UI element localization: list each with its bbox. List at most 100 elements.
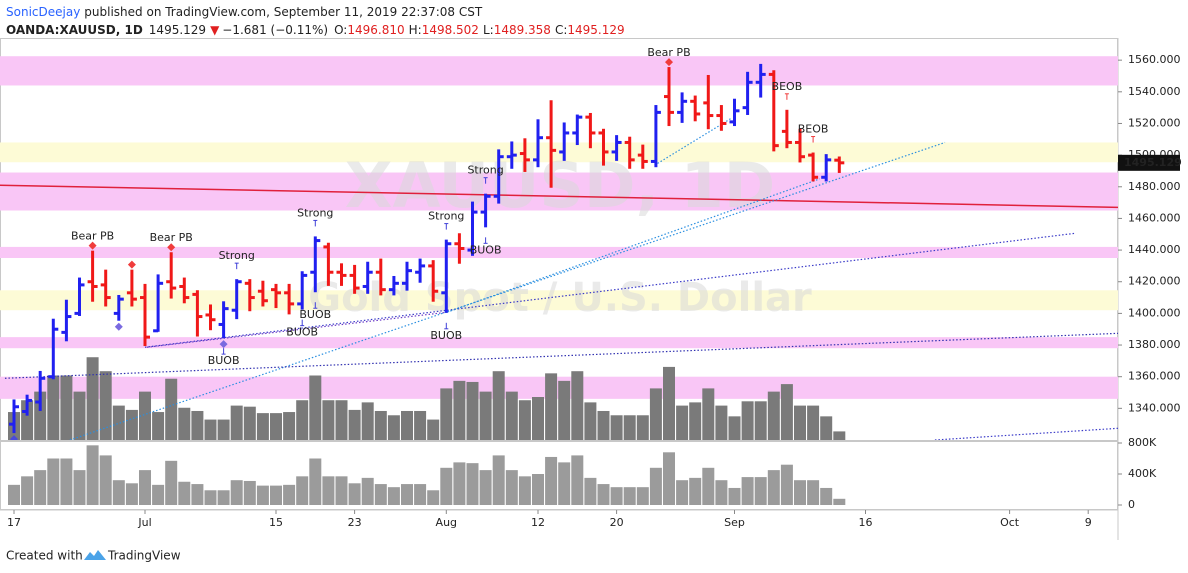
volume-bars xyxy=(8,445,846,505)
volume-bar xyxy=(283,484,296,505)
volume-overlay-bar xyxy=(361,402,374,440)
volume-overlay-bar xyxy=(217,419,230,440)
x-tick-label: Jul xyxy=(137,516,151,529)
close-label: C: xyxy=(555,23,567,37)
volume-overlay-bar xyxy=(152,412,165,440)
volume-bar xyxy=(453,462,466,505)
volume-overlay-bar xyxy=(676,405,689,440)
volume-bar xyxy=(191,484,204,505)
diamond-marker xyxy=(665,58,673,67)
volume-overlay-bar xyxy=(663,366,675,440)
volume-bar xyxy=(86,445,99,505)
volume-bar xyxy=(492,455,505,505)
footer-text: Created with xyxy=(6,549,83,563)
annotation-label: Strong xyxy=(467,164,503,177)
volume-bar xyxy=(584,477,597,505)
footer-brand[interactable]: TradingView xyxy=(107,549,181,563)
volume-bar xyxy=(597,484,610,505)
volume-overlay-bar xyxy=(545,373,558,440)
volume-bar xyxy=(532,474,544,505)
volume-bar xyxy=(545,456,558,505)
volume-bar xyxy=(414,484,427,505)
diamond-marker xyxy=(10,435,18,440)
volume-bar xyxy=(820,487,833,505)
volume-bar xyxy=(689,477,702,505)
volume-overlay-bar xyxy=(230,405,243,440)
volume-bar xyxy=(427,490,440,505)
symbol-line: OANDA:XAUUSD, 1D 1495.129 ▼ −1.681 (−0.11%)… xyxy=(6,23,625,37)
volume-tick-label: 0 xyxy=(1128,498,1135,511)
volume-overlay-bar xyxy=(125,409,138,440)
x-tick-label: 20 xyxy=(610,516,624,529)
volume-bar xyxy=(217,490,230,505)
open-value: 1496.810 xyxy=(347,23,404,37)
trend-lines xyxy=(0,118,1118,440)
last-price: 1495.129 xyxy=(149,23,206,37)
diamond-marker xyxy=(167,243,176,252)
volume-overlay-bar xyxy=(807,405,820,440)
volume-bar xyxy=(99,455,112,505)
volume-overlay-bar xyxy=(479,391,492,440)
volume-overlay-bar xyxy=(636,415,649,440)
volume-overlay-bar xyxy=(794,405,806,440)
volume-overlay-bar xyxy=(728,416,741,440)
annotation-label: BUOB xyxy=(430,329,462,342)
volume-bar xyxy=(112,480,125,505)
annotation-label: Bear PB xyxy=(647,46,690,59)
y-tick-label: 1340.000 xyxy=(1128,401,1181,414)
volume-bar xyxy=(440,467,453,505)
volume-bar xyxy=(60,458,73,505)
diamond-marker xyxy=(88,241,97,250)
zone xyxy=(0,337,1118,349)
high-label: H: xyxy=(409,23,422,37)
volume-bar xyxy=(715,480,728,505)
watermark-description: Gold Spot / U.S. Dollar xyxy=(308,275,812,321)
diamond-marker xyxy=(127,260,136,269)
trend-line xyxy=(144,232,1076,348)
change: −1.681 (−0.11%) xyxy=(222,23,328,37)
x-tick-label: Sep xyxy=(724,516,745,529)
volume-overlay-bar xyxy=(99,371,112,440)
volume-overlay-bar xyxy=(47,375,60,440)
volume-bar xyxy=(374,484,387,505)
author[interactable]: SonicDeejay xyxy=(6,5,80,19)
volume-overlay-bar xyxy=(597,410,610,440)
trend-line xyxy=(146,311,448,348)
volume-bar xyxy=(361,477,374,505)
volume-overlay-bar xyxy=(178,407,191,440)
close-value: 1495.129 xyxy=(567,23,624,37)
volume-bar xyxy=(243,480,256,505)
volume-overlay-bar xyxy=(243,406,256,440)
volume-overlay-bar xyxy=(165,378,178,440)
volume-overlay-bar xyxy=(584,402,597,440)
volume-bar xyxy=(636,487,649,505)
volume-overlay-bar xyxy=(610,415,623,440)
volume-bar xyxy=(610,487,623,505)
y-tick-label: 1540.000 xyxy=(1128,85,1181,98)
annotation-label: BUOB xyxy=(470,243,502,256)
y-tick-label: 1400.000 xyxy=(1128,306,1181,319)
volume-overlay-bar xyxy=(518,400,531,440)
volume-bar xyxy=(767,470,780,505)
volume-bar xyxy=(780,464,793,505)
watermark-symbol: XAUUSD, 1D xyxy=(345,149,775,222)
x-tick-label: 15 xyxy=(269,516,283,529)
volume-bar xyxy=(663,452,675,505)
volume-bar xyxy=(73,470,86,505)
volume-bar xyxy=(623,487,636,505)
volume-overlay-bar xyxy=(466,381,479,440)
volume-overlay-bar xyxy=(348,409,361,440)
annotation-label: BEOB xyxy=(772,80,803,93)
volume-bar xyxy=(256,485,269,505)
volume-overlay-bar xyxy=(387,415,400,440)
volume-overlay xyxy=(8,357,846,440)
y-tick-label: 1380.000 xyxy=(1128,338,1181,351)
volume-overlay-bar xyxy=(322,400,335,440)
trend-line xyxy=(446,178,820,313)
volume-overlay-bar xyxy=(532,397,544,440)
volume-overlay-bar xyxy=(505,391,518,440)
volume-bar xyxy=(702,467,715,505)
volume-bar xyxy=(335,476,348,505)
trend-line xyxy=(934,427,1118,440)
volume-bar xyxy=(505,470,518,505)
